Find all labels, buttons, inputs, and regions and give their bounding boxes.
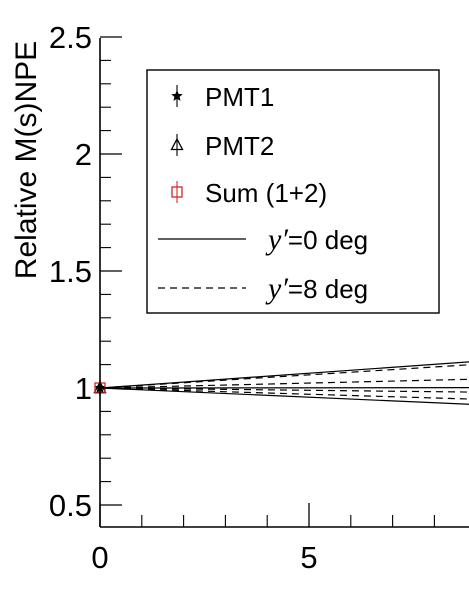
legend-square-marker (171, 186, 183, 198)
legend-label: y′=8 deg (265, 272, 368, 305)
y-axis-label: Relative M(s)NPE (10, 41, 43, 279)
y-axis-ticks: 0.5 1 1.5 2 2.5 (49, 20, 122, 523)
y-tick-label: 1 (75, 371, 92, 406)
y-tick-label: 0.5 (49, 488, 92, 523)
x-axis-ticks: 051015 (91, 503, 435, 575)
legend-label: PMT1 (205, 82, 274, 112)
legend-box (146, 69, 440, 314)
legend-triangle-marker (170, 137, 184, 151)
dashed-fit-line (99, 387, 469, 393)
legend-star-marker (171, 90, 183, 101)
solid-fit-line (99, 361, 469, 389)
x-tick-label: 0 (91, 540, 108, 575)
legend-label: Sum (1+2) (205, 178, 327, 208)
legend: PMT1 PMT2 Sum (1+2) y′=0 deg y′=8 deg (146, 69, 440, 314)
y-tick-label: 2.5 (49, 20, 92, 55)
solid-fit-line (99, 387, 469, 389)
dashed-fit-line (99, 387, 469, 400)
dashed-fit-line (99, 378, 469, 389)
y-tick-label: 2 (75, 137, 92, 172)
dashed-fit-line (99, 364, 469, 389)
legend-label: PMT2 (205, 131, 274, 161)
x-tick-label: 5 (300, 540, 317, 575)
y-tick-label: 1.5 (49, 254, 92, 289)
fit-lines (99, 361, 469, 405)
legend-label: y′=0 deg (265, 223, 368, 256)
solid-fit-line (99, 387, 469, 405)
